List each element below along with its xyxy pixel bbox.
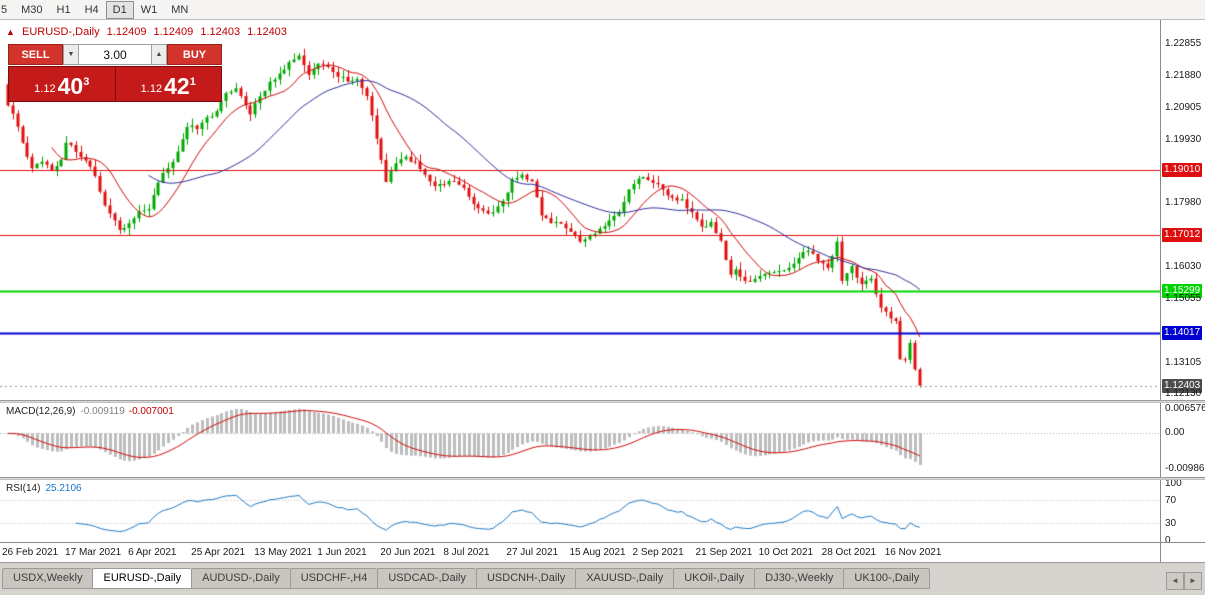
trade-panel-collapse-icon[interactable]: ▲ <box>6 27 15 37</box>
tabs-scroll-right-button[interactable]: ► <box>1184 571 1202 590</box>
high-value: 1.12409 <box>153 26 194 38</box>
open-value: 1.12409 <box>106 26 147 38</box>
price-tick-label: 1.16030 <box>1165 261 1202 273</box>
timeframe-button-mn[interactable]: MN <box>164 1 195 19</box>
macd-tick-label: -0.009866 <box>1165 463 1205 475</box>
chart-canvas[interactable] <box>0 20 1160 562</box>
support-line-label: 1.15299 <box>1162 283 1203 298</box>
time-axis-label: 10 Oct 2021 <box>758 547 814 558</box>
low-value: 1.12403 <box>200 26 241 38</box>
sell-price-big: 40 <box>57 73 84 99</box>
chart-ohlc-header: ▲ EURUSD-,Daily 1.12409 1.12409 1.12403 … <box>6 26 291 38</box>
pane-separator[interactable] <box>0 477 1205 480</box>
time-axis-label: 2 Sep 2021 <box>632 547 684 558</box>
rsi-value: 25.2106 <box>45 483 82 494</box>
timeframe-button-h1[interactable]: H1 <box>50 1 78 19</box>
volume-decrease-button[interactable]: ▼ <box>63 44 79 65</box>
pane-separator[interactable] <box>0 400 1205 403</box>
sell-button[interactable]: SELL <box>8 44 63 65</box>
timeframe-button-h4[interactable]: H4 <box>78 1 106 19</box>
chart-tab-usdchf-h4[interactable]: USDCHF-,H4 <box>289 568 378 589</box>
time-axis-label: 13 May 2021 <box>254 547 313 558</box>
rsi-tick-label: 100 <box>1165 478 1182 489</box>
chart-tab-xauusd-daily[interactable]: XAUUSD-,Daily <box>575 568 674 589</box>
price-tick-label: 1.17980 <box>1165 197 1202 209</box>
macd-indicator-label: MACD(12,26,9) -0.009119 -0.007001 <box>6 406 174 417</box>
macd-main-value: -0.009119 <box>80 406 125 417</box>
time-axis-label: 16 Nov 2021 <box>884 547 942 558</box>
chart-tab-usdcad-daily[interactable]: USDCAD-,Daily <box>377 568 476 589</box>
time-axis-label: 1 Jun 2021 <box>317 547 367 558</box>
timeframe-button-m30[interactable]: M30 <box>14 1 49 19</box>
chart-tab-audusd-daily[interactable]: AUDUSD-,Daily <box>191 568 290 589</box>
macd-signal-value: -0.007001 <box>128 406 174 417</box>
time-axis-label: 26 Feb 2021 <box>2 547 59 558</box>
chart-tabs: USDX,Weekly EURUSD-,Daily AUDUSD-,Daily USD… <box>2 568 931 589</box>
time-axis-border <box>0 542 1205 543</box>
chart-tab-dj30-weekly[interactable]: DJ30-,Weekly <box>754 568 844 589</box>
chart-tab-usdx-weekly[interactable]: USDX,Weekly <box>2 568 93 589</box>
time-axis-label: 8 Jul 2021 <box>443 547 490 558</box>
buy-button[interactable]: BUY <box>167 44 222 65</box>
macd-name: MACD(12,26,9) <box>6 406 76 417</box>
chart-tab-ukoil-daily[interactable]: UKOil-,Daily <box>673 568 755 589</box>
time-axis-label: 15 Aug 2021 <box>569 547 626 558</box>
volume-input[interactable] <box>79 44 151 65</box>
macd-tick-label: 0.006576 <box>1165 403 1205 415</box>
price-axis[interactable]: 1.19010 1.17012 1.15299 1.14017 1.12403 … <box>1160 20 1205 562</box>
macd-tick-label: 0.00 <box>1165 427 1185 439</box>
rsi-indicator-label: RSI(14) 25.2106 <box>6 483 82 494</box>
support-line-label: 1.14017 <box>1162 325 1203 340</box>
trade-price-row: 1.12 40 3 1.12 42 1 <box>8 66 222 102</box>
chart-window: 1.19010 1.17012 1.15299 1.14017 1.12403 … <box>0 20 1205 562</box>
time-axis-label: 6 Apr 2021 <box>128 547 177 558</box>
sell-price-display[interactable]: 1.12 40 3 <box>9 67 115 101</box>
rsi-name: RSI(14) <box>6 483 41 494</box>
time-axis-label: 20 Jun 2021 <box>380 547 436 558</box>
price-tick-label: 1.20905 <box>1165 101 1202 113</box>
time-axis-label: 17 Mar 2021 <box>65 547 122 558</box>
time-axis[interactable]: 26 Feb 2021 17 Mar 2021 6 Apr 2021 25 Apr 2… <box>0 543 1160 562</box>
tabs-scroll-left-button[interactable]: ◄ <box>1166 571 1184 590</box>
buy-price-display[interactable]: 1.12 42 1 <box>115 67 221 101</box>
close-value: 1.12403 <box>247 26 287 38</box>
buy-price-pipette: 1 <box>189 76 196 88</box>
rsi-tick-label: 0 <box>1165 535 1171 546</box>
rsi-tick-label: 30 <box>1165 517 1177 529</box>
buy-price-prefix: 1.12 <box>140 83 163 95</box>
price-tick-label: 1.12130 <box>1165 388 1202 400</box>
timeframe-button-5[interactable]: 5 <box>0 1 14 19</box>
price-tick-label: 1.21880 <box>1165 70 1202 82</box>
timeframe-button-w1[interactable]: W1 <box>134 1 165 19</box>
chart-tab-eurusd-daily[interactable]: EURUSD-,Daily <box>92 568 192 589</box>
resistance-line-label: 1.19010 <box>1162 162 1203 177</box>
sell-price-prefix: 1.12 <box>34 83 56 95</box>
tab-scroll-controls: ◄ ► <box>1166 570 1202 590</box>
time-axis-label: 27 Jul 2021 <box>506 547 559 558</box>
price-tick-label: 1.13105 <box>1165 356 1202 368</box>
resistance-line-label: 1.17012 <box>1162 228 1203 243</box>
sell-price-pipette: 3 <box>83 76 90 88</box>
buy-price-big: 42 <box>164 73 190 99</box>
timeframe-button-d1[interactable]: D1 <box>105 1 134 19</box>
price-tick-label: 1.15055 <box>1165 292 1202 304</box>
chart-tabs-bar: USDX,Weekly EURUSD-,Daily AUDUSD-,Daily USD… <box>0 562 1205 595</box>
volume-increase-button[interactable]: ▲ <box>151 44 167 65</box>
timeframe-toolbar: 5 M30 H1 H4 D1 W1 MN <box>0 0 1205 20</box>
symbol-period-label: EURUSD-,Daily <box>21 26 100 38</box>
chart-tab-uk100-daily[interactable]: UK100-,Daily <box>843 568 931 589</box>
trade-order-row: SELL ▼ ▲ BUY <box>8 44 222 65</box>
price-tick-label: 1.19930 <box>1165 133 1202 145</box>
time-axis-label: 21 Sep 2021 <box>695 547 753 558</box>
time-axis-label: 25 Apr 2021 <box>191 547 246 558</box>
chart-tab-usdcnh-daily[interactable]: USDCNH-,Daily <box>475 568 576 589</box>
price-tick-label: 1.22855 <box>1165 38 1202 50</box>
current-price-label: 1.12403 <box>1162 378 1203 393</box>
time-axis-label: 28 Oct 2021 <box>821 547 877 558</box>
rsi-tick-label: 70 <box>1165 495 1177 507</box>
